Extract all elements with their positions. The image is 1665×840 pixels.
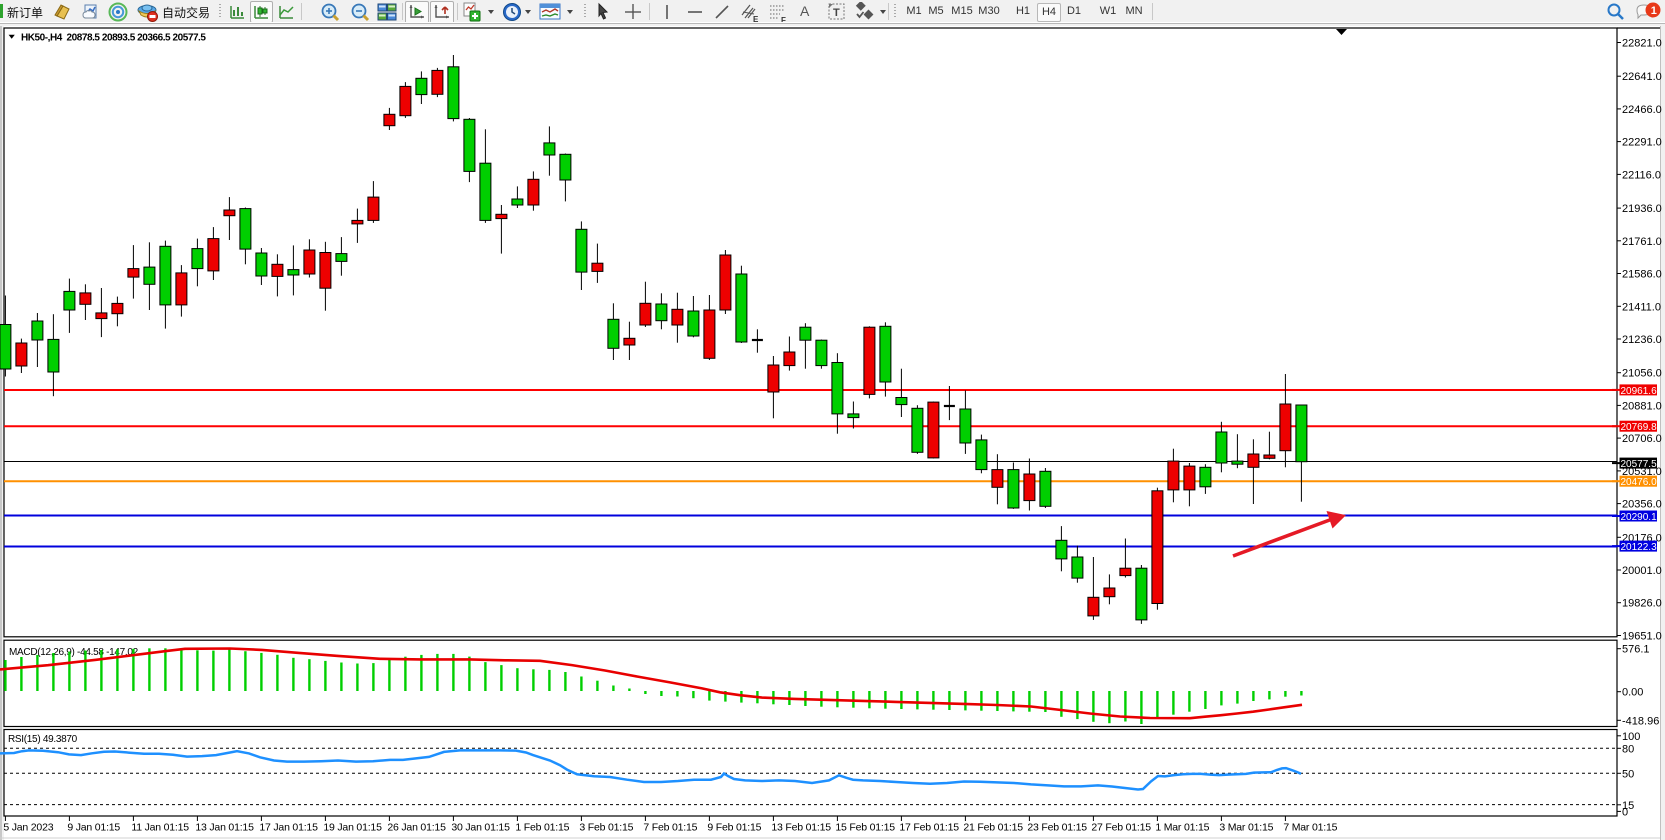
- svg-text:1 Feb 01:15: 1 Feb 01:15: [515, 822, 569, 834]
- svg-text:21411.0: 21411.0: [1622, 301, 1661, 313]
- svg-text:0.00: 0.00: [1622, 687, 1643, 699]
- svg-text:11 Jan 01:15: 11 Jan 01:15: [131, 822, 189, 834]
- svg-text:RSI(15) 49.3870: RSI(15) 49.3870: [8, 734, 78, 745]
- svg-text:22821.0: 22821.0: [1622, 38, 1662, 50]
- svg-text:21761.0: 21761.0: [1622, 236, 1662, 248]
- svg-text:9 Feb 01:15: 9 Feb 01:15: [707, 822, 761, 834]
- svg-text:0: 0: [1622, 806, 1628, 818]
- svg-text:-418.96: -418.96: [1622, 715, 1659, 727]
- svg-text:7 Mar 01:15: 7 Mar 01:15: [1283, 822, 1337, 834]
- svg-text:30 Jan 01:15: 30 Jan 01:15: [451, 822, 510, 834]
- svg-text:17 Feb 01:15: 17 Feb 01:15: [899, 822, 959, 834]
- svg-text:19826.0: 19826.0: [1622, 598, 1662, 610]
- svg-text:13 Feb 01:15: 13 Feb 01:15: [771, 822, 831, 834]
- svg-text:20356.0: 20356.0: [1622, 499, 1662, 511]
- svg-text:MACD(12,26,9) -44.58 -147.02: MACD(12,26,9) -44.58 -147.02: [9, 647, 139, 658]
- svg-text:9 Jan 01:15: 9 Jan 01:15: [67, 822, 120, 834]
- svg-text:15 Feb 01:15: 15 Feb 01:15: [835, 822, 895, 834]
- svg-text:21936.0: 21936.0: [1622, 203, 1662, 215]
- svg-text:17 Jan 01:15: 17 Jan 01:15: [259, 822, 318, 834]
- svg-text:100: 100: [1622, 731, 1640, 743]
- svg-text:27 Feb 01:15: 27 Feb 01:15: [1091, 822, 1151, 834]
- svg-text:576.1: 576.1: [1622, 644, 1650, 656]
- svg-text:21236.0: 21236.0: [1622, 334, 1662, 346]
- svg-text:1 Mar 01:15: 1 Mar 01:15: [1155, 822, 1209, 834]
- svg-text:23 Feb 01:15: 23 Feb 01:15: [1027, 822, 1087, 834]
- svg-text:22116.0: 22116.0: [1622, 169, 1661, 181]
- svg-text:22641.0: 22641.0: [1622, 71, 1662, 83]
- svg-text:3 Feb 01:15: 3 Feb 01:15: [579, 822, 633, 834]
- svg-text:7 Feb 01:15: 7 Feb 01:15: [643, 822, 697, 834]
- svg-text:HK50-,H4 20878.5 20893.5 2036: HK50-,H4 20878.5 20893.5 20366.5 20577.5: [21, 33, 206, 44]
- svg-text:20706.0: 20706.0: [1622, 433, 1662, 445]
- svg-text:20577.5: 20577.5: [1621, 459, 1658, 470]
- svg-text:21 Feb 01:15: 21 Feb 01:15: [963, 822, 1023, 834]
- svg-text:20122.3: 20122.3: [1621, 542, 1658, 553]
- svg-text:50: 50: [1622, 768, 1634, 780]
- svg-text:26 Jan 01:15: 26 Jan 01:15: [387, 822, 446, 834]
- svg-text:20961.6: 20961.6: [1621, 386, 1658, 397]
- svg-text:20881.0: 20881.0: [1622, 400, 1662, 412]
- svg-text:22466.0: 22466.0: [1622, 104, 1662, 116]
- svg-text:E: E: [753, 15, 759, 24]
- svg-text:1: 1: [1651, 5, 1657, 17]
- svg-text:F: F: [781, 16, 786, 24]
- svg-text:20290.1: 20290.1: [1621, 512, 1658, 523]
- svg-text:21056.0: 21056.0: [1622, 368, 1662, 380]
- svg-text:19 Jan 01:15: 19 Jan 01:15: [323, 822, 382, 834]
- svg-text:5 Jan 2023: 5 Jan 2023: [3, 822, 53, 834]
- svg-text:21586.0: 21586.0: [1622, 269, 1662, 281]
- svg-text:20531.0: 20531.0: [1622, 466, 1662, 478]
- svg-text:3 Mar 01:15: 3 Mar 01:15: [1219, 822, 1273, 834]
- svg-text:20769.8: 20769.8: [1621, 422, 1658, 433]
- svg-text:T: T: [833, 7, 840, 19]
- svg-text:22291.0: 22291.0: [1622, 137, 1662, 149]
- svg-text:20476.0: 20476.0: [1621, 477, 1658, 488]
- svg-text:19651.0: 19651.0: [1622, 631, 1662, 643]
- svg-text:15: 15: [1622, 800, 1634, 812]
- svg-text:13 Jan 01:15: 13 Jan 01:15: [195, 822, 254, 834]
- svg-text:80: 80: [1622, 743, 1634, 755]
- svg-text:20001.0: 20001.0: [1622, 565, 1662, 577]
